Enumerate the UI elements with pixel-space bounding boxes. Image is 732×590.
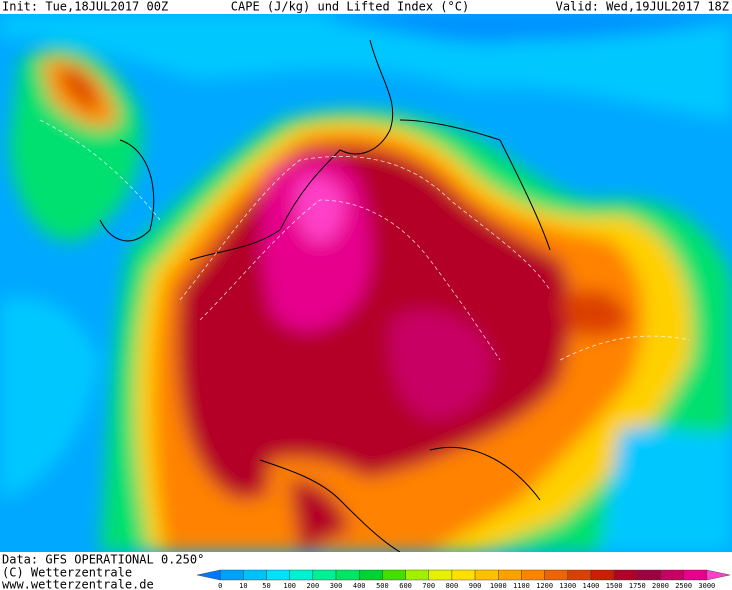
- colorbar-label: 900: [469, 582, 482, 590]
- colorbar-swatch: [289, 569, 314, 581]
- colorbar-label: 1750: [629, 582, 646, 590]
- init-time: Init: Tue,18JUL2017 00Z: [2, 0, 168, 14]
- valid-time: Valid: Wed,19JUL2017 18Z: [556, 0, 729, 14]
- colorbar-swatch: [382, 569, 406, 581]
- colorbar-label: 1500: [606, 582, 623, 590]
- colorbar-label: 0: [218, 582, 222, 590]
- colorbar-label: 400: [353, 582, 366, 590]
- lifted-index-contours: [39, 119, 691, 361]
- colorbar-label: 1200: [536, 582, 553, 590]
- map-title: CAPE (J/kg) und Lifted Index (°C): [231, 0, 469, 14]
- colorbar-label: 2500: [675, 582, 692, 590]
- colorbar-swatch: [474, 569, 499, 581]
- colorbar-label: 200: [307, 582, 320, 590]
- colorbar-label: 500: [376, 582, 389, 590]
- colorbar-swatch: [521, 569, 545, 581]
- map-area: [0, 14, 732, 552]
- colorbar-label: 600: [399, 582, 412, 590]
- colorbar-swatch: [243, 569, 267, 581]
- colorbar-swatch: [428, 569, 453, 581]
- colorbar-swatch: [266, 569, 290, 581]
- colorbar-label: 700: [422, 582, 435, 590]
- colorbar-label: 100: [283, 582, 296, 590]
- colorbar-swatch: [567, 569, 592, 581]
- colorbar-label: 1300: [559, 582, 576, 590]
- colorbar-label: 800: [446, 582, 459, 590]
- colorbar-swatch: [706, 569, 731, 581]
- colorbar-label: 50: [262, 582, 270, 590]
- colorbar-swatch: [359, 569, 383, 581]
- colorbar-label: 1400: [583, 582, 600, 590]
- colorbar: 0 10 50 100 200 300 400 500 600 700 800 900 1000 1100…: [196, 569, 731, 590]
- website: www.wetterzentrale.de: [2, 578, 154, 590]
- colorbar-swatch: [613, 569, 638, 581]
- colorbar-swatch: [498, 569, 522, 581]
- colorbar-swatch: [590, 569, 615, 581]
- colorbar-swatch: [219, 569, 244, 581]
- colorbar-swatch: [637, 569, 661, 581]
- colorbar-label: 3000: [698, 582, 715, 590]
- colorbar-label: 1000: [490, 582, 507, 590]
- colorbar-swatch: [335, 569, 360, 581]
- colorbar-swatch: [451, 569, 476, 581]
- colorbar-label: 1100: [513, 582, 530, 590]
- data-source: Data: GFS OPERATIONAL 0.250°: [2, 553, 204, 567]
- coastlines: [99, 39, 551, 552]
- colorbar-swatch: [683, 569, 708, 581]
- colorbar-swatch: [405, 569, 429, 581]
- colorbar-swatch: [196, 569, 221, 581]
- colorbar-swatch: [312, 569, 337, 581]
- copyright: (C) Wetterzentrale: [2, 566, 132, 580]
- colorbar-swatch: [544, 569, 568, 581]
- colorbar-swatch: [660, 569, 684, 581]
- colorbar-label: 300: [330, 582, 343, 590]
- colorbar-label: 10: [239, 582, 247, 590]
- colorbar-label: 2000: [652, 582, 669, 590]
